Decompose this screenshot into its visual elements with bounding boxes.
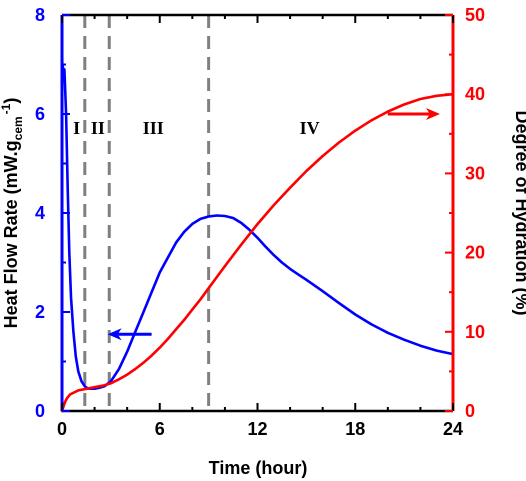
right-y-tick-label: 50 xyxy=(465,5,485,25)
right-y-tick-label: 0 xyxy=(465,401,475,421)
right-y-tick-label: 20 xyxy=(465,243,485,263)
hydration-axis-arrow-head xyxy=(425,108,440,120)
left-y-axis-title-superscript: -1 xyxy=(0,103,13,114)
left-y-tick-label: 8 xyxy=(35,5,45,25)
left-y-axis-title-subscript: cem xyxy=(11,116,25,140)
right-y-tick-label: 30 xyxy=(465,163,485,183)
right-y-axis-title: Degree of Hydration (%) xyxy=(512,110,526,315)
phase-label: IV xyxy=(300,118,320,138)
x-axis-title: Time (hour) xyxy=(209,458,308,478)
left-y-axis-title-main: Heat Flow Rate (mW.g xyxy=(1,140,21,328)
degree-of-hydration-line xyxy=(60,92,455,413)
x-tick-label: 0 xyxy=(57,419,67,439)
right-y-tick-label: 10 xyxy=(465,322,485,342)
x-tick-label: 18 xyxy=(345,419,365,439)
phase-label: I xyxy=(73,118,80,138)
x-tick-label: 6 xyxy=(155,419,165,439)
left-y-tick-label: 4 xyxy=(35,203,45,223)
phase-lines xyxy=(83,15,211,411)
left-y-tick-label: 2 xyxy=(35,302,45,322)
left-y-axis-title-end: ) xyxy=(1,98,21,104)
phase-label: III xyxy=(143,118,164,138)
left-y-tick-label: 0 xyxy=(35,401,45,421)
left-y-axis-title: Heat Flow Rate (mW.gcem -1) xyxy=(0,98,25,329)
x-tick-label: 24 xyxy=(443,419,463,439)
phase-label: II xyxy=(91,118,105,138)
left-y-tick-label: 6 xyxy=(35,104,45,124)
plot-frame xyxy=(60,13,455,413)
heat-flow-axis-arrow-head xyxy=(107,328,122,341)
axis-ticks xyxy=(61,14,454,412)
series-lines xyxy=(60,33,455,413)
heat-flow-rate-line xyxy=(60,33,455,391)
x-tick-label: 12 xyxy=(247,419,267,439)
annotations: I II III IV xyxy=(73,108,440,341)
right-y-tick-label: 40 xyxy=(465,84,485,104)
